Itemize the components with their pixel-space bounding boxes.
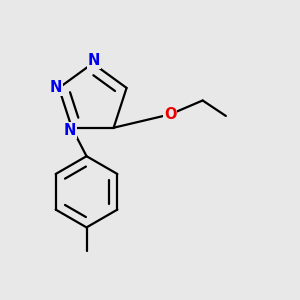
- Text: N: N: [64, 123, 76, 138]
- Text: O: O: [164, 107, 176, 122]
- Text: N: N: [88, 53, 100, 68]
- Text: N: N: [50, 80, 62, 95]
